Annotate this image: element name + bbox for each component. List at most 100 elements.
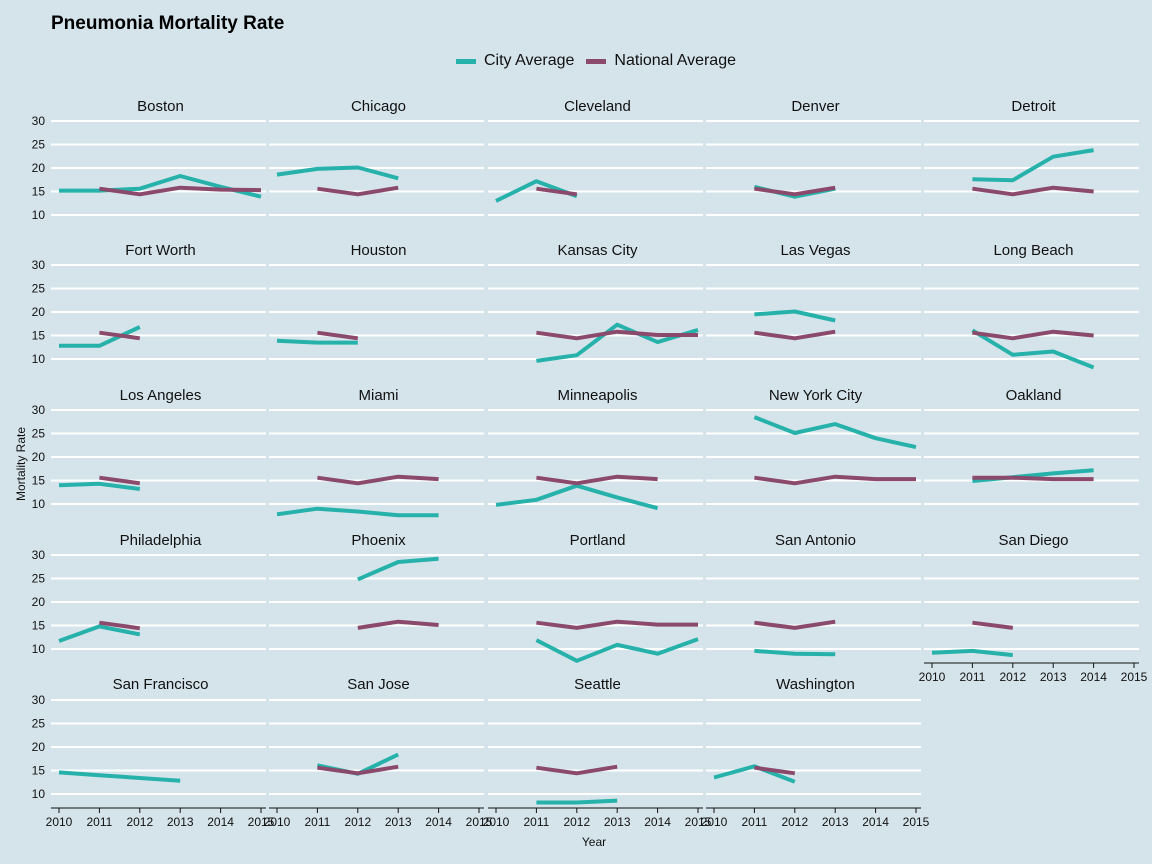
line-city-seattle <box>536 798 618 805</box>
line-city-detroit <box>972 148 1094 183</box>
line-national-los-angeles <box>99 475 141 486</box>
line-national-kansas-city <box>536 329 698 341</box>
panel-title-boston: Boston <box>137 98 184 115</box>
x-tick-label-seattle-2013: 2013 <box>604 815 631 829</box>
line-national-chicago <box>317 185 399 197</box>
x-tick-label-seattle-2010: 2010 <box>483 815 510 829</box>
panel-title-miami: Miami <box>359 387 399 404</box>
x-tick-label-san-diego-2010: 2010 <box>919 670 946 684</box>
panel-title-fort-worth: Fort Worth <box>125 242 196 259</box>
x-tick-label-washington-2015: 2015 <box>903 815 930 829</box>
line-national-san-diego <box>972 620 1014 630</box>
panel-title-san-jose: San Jose <box>347 676 410 693</box>
legend-label-city: City Average <box>484 52 575 69</box>
x-tick-label-san-francisco-2014: 2014 <box>207 815 234 829</box>
x-tick-label-san-jose-2012: 2012 <box>344 815 371 829</box>
x-tick-label-san-jose-2011: 2011 <box>304 815 330 829</box>
x-tick-label-san-francisco-2013: 2013 <box>167 815 194 829</box>
panel-title-kansas-city: Kansas City <box>557 242 638 259</box>
y-tick-label-25: 25 <box>32 427 46 441</box>
y-tick-label-10: 10 <box>32 642 46 656</box>
line-national-san-antonio <box>754 619 836 630</box>
x-tick-label-san-diego-2013: 2013 <box>1040 670 1067 684</box>
panel-title-new-york-city: New York City <box>769 387 863 404</box>
line-national-fort-worth <box>99 330 141 341</box>
line-national-miami <box>317 474 439 486</box>
x-tick-label-san-diego-2014: 2014 <box>1080 670 1107 684</box>
panel-title-san-francisco: San Francisco <box>113 676 209 693</box>
line-national-cleveland <box>536 186 578 197</box>
panel-title-las-vegas: Las Vegas <box>780 242 850 259</box>
line-city-chicago <box>276 165 399 181</box>
line-national-philadelphia <box>99 620 141 631</box>
x-tick-label-seattle-2015: 2015 <box>685 815 712 829</box>
chart-legend: City Average National Average <box>0 52 1152 70</box>
x-tick-label-seattle-2012: 2012 <box>563 815 590 829</box>
line-city-boston <box>59 174 262 199</box>
line-national-seattle <box>536 764 618 776</box>
x-tick-label-washington-2010: 2010 <box>701 815 728 829</box>
x-tick-label-washington-2013: 2013 <box>822 815 849 829</box>
line-national-las-vegas <box>754 329 836 341</box>
panel-title-los-angeles: Los Angeles <box>120 387 202 404</box>
y-tick-label-30: 30 <box>32 403 46 417</box>
line-city-philadelphia <box>58 624 141 643</box>
chart-title: Pneumonia Mortality Rate <box>51 13 285 34</box>
line-city-washington <box>713 764 796 784</box>
legend-item-city: City Average <box>456 52 574 70</box>
y-tick-label-20: 20 <box>32 450 46 464</box>
y-tick-label-20: 20 <box>32 595 46 609</box>
x-tick-label-washington-2012: 2012 <box>781 815 808 829</box>
line-national-detroit <box>972 185 1094 197</box>
y-tick-label-15: 15 <box>32 329 46 343</box>
y-tick-label-10: 10 <box>32 787 46 801</box>
panel-title-san-antonio: San Antonio <box>775 532 856 549</box>
panel-title-denver: Denver <box>791 98 839 115</box>
line-city-kansas-city <box>536 322 699 363</box>
panel-title-san-diego: San Diego <box>998 532 1068 549</box>
x-tick-label-san-jose-2013: 2013 <box>385 815 412 829</box>
y-tick-label-25: 25 <box>32 717 46 731</box>
line-city-san-francisco <box>58 770 181 783</box>
y-tick-label-15: 15 <box>32 185 46 199</box>
line-city-san-diego <box>931 648 1014 658</box>
x-axis-label: Year <box>582 835 606 849</box>
x-tick-label-san-jose-2010: 2010 <box>264 815 291 829</box>
line-city-los-angeles <box>58 481 141 491</box>
line-national-minneapolis <box>536 474 658 486</box>
y-axis-label: Mortality Rate <box>14 427 28 501</box>
panel-title-phoenix: Phoenix <box>351 532 406 549</box>
x-tick-label-san-francisco-2012: 2012 <box>126 815 153 829</box>
legend-item-national: National Average <box>586 52 736 70</box>
panel-title-oakland: Oakland <box>1006 387 1062 404</box>
y-tick-label-25: 25 <box>32 138 46 152</box>
panel-title-minneapolis: Minneapolis <box>557 387 637 404</box>
x-tick-label-seattle-2011: 2011 <box>523 815 549 829</box>
line-city-minneapolis <box>495 483 659 511</box>
panel-title-washington: Washington <box>776 676 855 693</box>
x-tick-label-washington-2014: 2014 <box>862 815 889 829</box>
y-tick-label-10: 10 <box>32 208 46 222</box>
line-national-washington <box>754 765 796 776</box>
panel-title-long-beach: Long Beach <box>993 242 1073 259</box>
line-city-phoenix <box>357 556 439 582</box>
line-national-denver <box>754 185 836 197</box>
y-tick-label-20: 20 <box>32 305 46 319</box>
line-national-oakland <box>972 475 1094 482</box>
panel-title-philadelphia: Philadelphia <box>120 532 202 549</box>
line-city-portland <box>535 637 699 663</box>
y-tick-label-30: 30 <box>32 548 46 562</box>
x-tick-label-san-francisco-2011: 2011 <box>86 815 112 829</box>
x-tick-label-san-jose-2015: 2015 <box>466 815 493 829</box>
x-tick-label-seattle-2014: 2014 <box>644 815 671 829</box>
y-tick-label-30: 30 <box>32 258 46 272</box>
x-tick-label-san-francisco-2015: 2015 <box>248 815 275 829</box>
legend-label-national: National Average <box>614 52 736 69</box>
y-tick-label-20: 20 <box>32 161 46 175</box>
y-tick-label-15: 15 <box>32 764 46 778</box>
line-city-san-antonio <box>754 648 836 657</box>
legend-swatch-national <box>586 58 607 64</box>
line-national-houston <box>317 330 359 341</box>
